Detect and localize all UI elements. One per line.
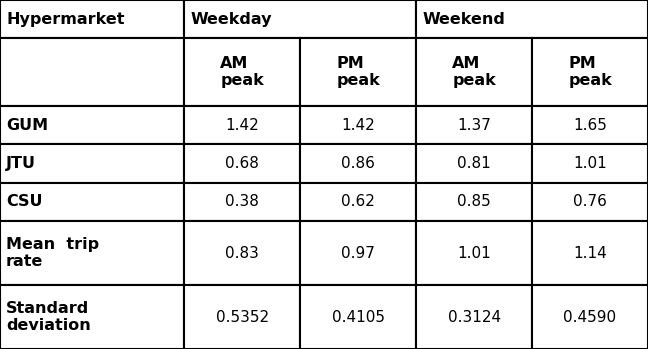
Bar — [300, 38, 416, 106]
Bar — [416, 38, 532, 106]
Bar — [416, 144, 532, 183]
Bar — [184, 38, 300, 106]
Bar — [300, 285, 416, 349]
Text: Standard
deviation: Standard deviation — [6, 301, 91, 333]
Text: 0.4105: 0.4105 — [332, 310, 385, 325]
Bar — [0, 0, 184, 38]
Bar — [184, 106, 300, 144]
Bar — [416, 0, 648, 38]
Bar — [184, 144, 300, 183]
Text: 1.42: 1.42 — [226, 118, 259, 133]
Bar — [0, 183, 184, 221]
Text: AM
peak: AM peak — [452, 56, 496, 88]
Bar — [416, 285, 532, 349]
Bar — [532, 106, 648, 144]
Bar — [184, 183, 300, 221]
Text: CSU: CSU — [6, 194, 43, 209]
Text: JTU: JTU — [6, 156, 36, 171]
Bar — [532, 183, 648, 221]
Text: 0.4590: 0.4590 — [564, 310, 617, 325]
Bar — [0, 38, 184, 106]
Bar — [300, 183, 416, 221]
Bar — [532, 38, 648, 106]
Text: 0.3124: 0.3124 — [448, 310, 501, 325]
Bar — [300, 144, 416, 183]
Text: 0.68: 0.68 — [226, 156, 259, 171]
Text: 1.37: 1.37 — [457, 118, 491, 133]
Text: 0.83: 0.83 — [226, 246, 259, 260]
Text: 0.62: 0.62 — [341, 194, 375, 209]
Text: 1.42: 1.42 — [341, 118, 375, 133]
Bar — [0, 285, 184, 349]
Text: 1.14: 1.14 — [573, 246, 607, 260]
Text: GUM: GUM — [6, 118, 48, 133]
Text: AM
peak: AM peak — [220, 56, 264, 88]
Text: 0.5352: 0.5352 — [216, 310, 269, 325]
Text: Mean  trip
rate: Mean trip rate — [6, 237, 99, 269]
Text: 0.38: 0.38 — [226, 194, 259, 209]
Bar — [300, 106, 416, 144]
Text: PM
peak: PM peak — [336, 56, 380, 88]
Bar — [0, 221, 184, 285]
Text: 0.97: 0.97 — [341, 246, 375, 260]
Text: Weekday: Weekday — [191, 12, 272, 27]
Bar — [0, 144, 184, 183]
Text: 1.65: 1.65 — [573, 118, 607, 133]
Bar — [532, 285, 648, 349]
Bar — [0, 106, 184, 144]
Bar — [184, 0, 416, 38]
Text: 0.81: 0.81 — [457, 156, 491, 171]
Text: 0.76: 0.76 — [573, 194, 607, 209]
Text: PM
peak: PM peak — [568, 56, 612, 88]
Bar — [300, 221, 416, 285]
Bar — [416, 183, 532, 221]
Text: 1.01: 1.01 — [573, 156, 607, 171]
Text: 0.86: 0.86 — [341, 156, 375, 171]
Bar — [532, 221, 648, 285]
Text: 0.85: 0.85 — [457, 194, 491, 209]
Text: 1.01: 1.01 — [457, 246, 491, 260]
Bar — [416, 221, 532, 285]
Text: Weekend: Weekend — [422, 12, 505, 27]
Bar — [184, 221, 300, 285]
Bar — [184, 285, 300, 349]
Bar — [416, 106, 532, 144]
Text: Hypermarket: Hypermarket — [6, 12, 124, 27]
Bar — [532, 144, 648, 183]
